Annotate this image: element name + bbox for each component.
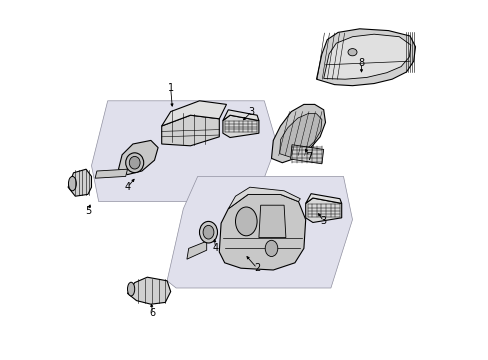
Polygon shape bbox=[223, 115, 258, 138]
Text: 6: 6 bbox=[149, 308, 156, 318]
Polygon shape bbox=[91, 101, 276, 202]
Polygon shape bbox=[279, 113, 321, 158]
Ellipse shape bbox=[199, 221, 217, 243]
Ellipse shape bbox=[235, 207, 257, 236]
Text: 4: 4 bbox=[124, 182, 130, 192]
Polygon shape bbox=[95, 169, 127, 178]
Polygon shape bbox=[162, 115, 219, 146]
Polygon shape bbox=[228, 187, 300, 209]
Text: 8: 8 bbox=[358, 58, 364, 68]
Text: 2: 2 bbox=[253, 263, 260, 273]
Polygon shape bbox=[290, 145, 323, 164]
Polygon shape bbox=[162, 101, 226, 126]
Polygon shape bbox=[127, 277, 170, 304]
Polygon shape bbox=[258, 205, 285, 238]
Text: 7: 7 bbox=[305, 152, 312, 162]
Polygon shape bbox=[223, 110, 258, 121]
Ellipse shape bbox=[264, 240, 277, 256]
Polygon shape bbox=[68, 169, 91, 196]
Text: 5: 5 bbox=[84, 206, 91, 216]
Polygon shape bbox=[323, 34, 410, 79]
Polygon shape bbox=[305, 194, 341, 203]
Ellipse shape bbox=[68, 176, 76, 191]
Polygon shape bbox=[118, 140, 158, 175]
Polygon shape bbox=[186, 241, 206, 259]
Text: 3: 3 bbox=[320, 216, 326, 226]
Polygon shape bbox=[167, 176, 352, 288]
Ellipse shape bbox=[127, 282, 134, 296]
Polygon shape bbox=[271, 104, 325, 163]
Ellipse shape bbox=[129, 156, 140, 169]
Ellipse shape bbox=[203, 225, 213, 239]
Text: 3: 3 bbox=[248, 107, 254, 117]
Text: 4: 4 bbox=[212, 243, 218, 253]
Text: 1: 1 bbox=[167, 83, 173, 93]
Polygon shape bbox=[305, 198, 341, 222]
Ellipse shape bbox=[347, 49, 356, 56]
Ellipse shape bbox=[125, 153, 143, 172]
Polygon shape bbox=[219, 194, 305, 270]
Polygon shape bbox=[316, 29, 415, 86]
